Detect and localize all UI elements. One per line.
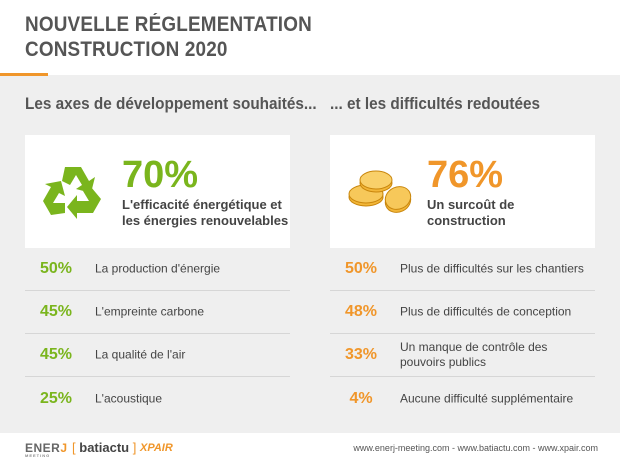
item-percent: 4% [349, 389, 373, 407]
title-line-2: CONSTRUCTION 2020 [25, 38, 228, 61]
item-label: L'acoustique [95, 391, 163, 405]
coins-icon [348, 170, 412, 213]
list-item: 4% Aucune difficulté supplémentaire [330, 377, 595, 420]
right-list: 50% Plus de difficultés sur les chantier… [330, 248, 595, 420]
enerj-meeting-logo: ENERJ MEETING [25, 441, 68, 458]
item-label: Plus de difficultés sur les chantiers [400, 261, 584, 276]
list-item: 45% La qualité de l'air [25, 334, 290, 377]
item-percent: 45% [39, 346, 73, 363]
accent-line [0, 73, 48, 76]
item-label: Un manque de contrôle des pouvoirs publi… [400, 340, 548, 369]
page-title: NOUVELLE RÉGLEMENTATION CONSTRUCTION 202… [25, 12, 312, 62]
item-label: L'empreinte carbone [95, 304, 205, 319]
item-label: Aucune difficulté supplémentaire [400, 391, 574, 405]
title-line-1: NOUVELLE RÉGLEMENTATION [25, 13, 312, 36]
left-highlight-card: 70% L'efficacité énergétique et les éner… [25, 135, 290, 248]
recycle-icon [43, 167, 101, 219]
right-highlight-description: Un surcoût de construction [427, 197, 515, 228]
right-highlight-percent: 76% [427, 154, 504, 196]
xpair-logo: XPAIR [140, 442, 173, 454]
header: NOUVELLE RÉGLEMENTATION CONSTRUCTION 202… [0, 0, 620, 75]
footer: ENERJ MEETING [ batiactu ] XPAIR www.ene… [0, 433, 620, 465]
list-item: 45% L'empreinte carbone [25, 291, 290, 334]
item-percent: 45% [39, 303, 73, 320]
list-item: 33% Un manque de contrôle des pouvoirs p… [330, 334, 595, 377]
item-percent: 50% [344, 260, 378, 277]
item-percent: 25% [39, 389, 73, 407]
list-item: 48% Plus de difficultés de conception [330, 291, 595, 334]
item-percent: 33% [344, 346, 378, 363]
item-label: Plus de difficultés de conception [400, 304, 572, 319]
list-item: 25% L'acoustique [25, 377, 290, 420]
left-highlight-percent: 70% [122, 154, 199, 196]
right-highlight-card: 76% Un surcoût de construction [330, 135, 595, 248]
left-highlight-description: L'efficacité énergétique et les énergies… [122, 197, 289, 228]
batiactu-logo: [ batiactu ] [72, 440, 137, 455]
right-section-title: ... et les difficultés redoutées [330, 94, 541, 113]
list-item: 50% La production d'énergie [25, 248, 290, 291]
left-list: 50% La production d'énergie 45% L'emprei… [25, 248, 290, 420]
item-label: La production d'énergie [95, 261, 221, 276]
item-percent: 50% [39, 260, 73, 277]
footer-urls: www.enerj-meeting.com - www.batiactu.com… [353, 443, 598, 453]
left-section-title: Les axes de développement souhaités... [25, 94, 317, 113]
item-percent: 48% [344, 303, 378, 320]
item-label: La qualité de l'air [95, 347, 186, 362]
list-item: 50% Plus de difficultés sur les chantier… [330, 248, 595, 291]
